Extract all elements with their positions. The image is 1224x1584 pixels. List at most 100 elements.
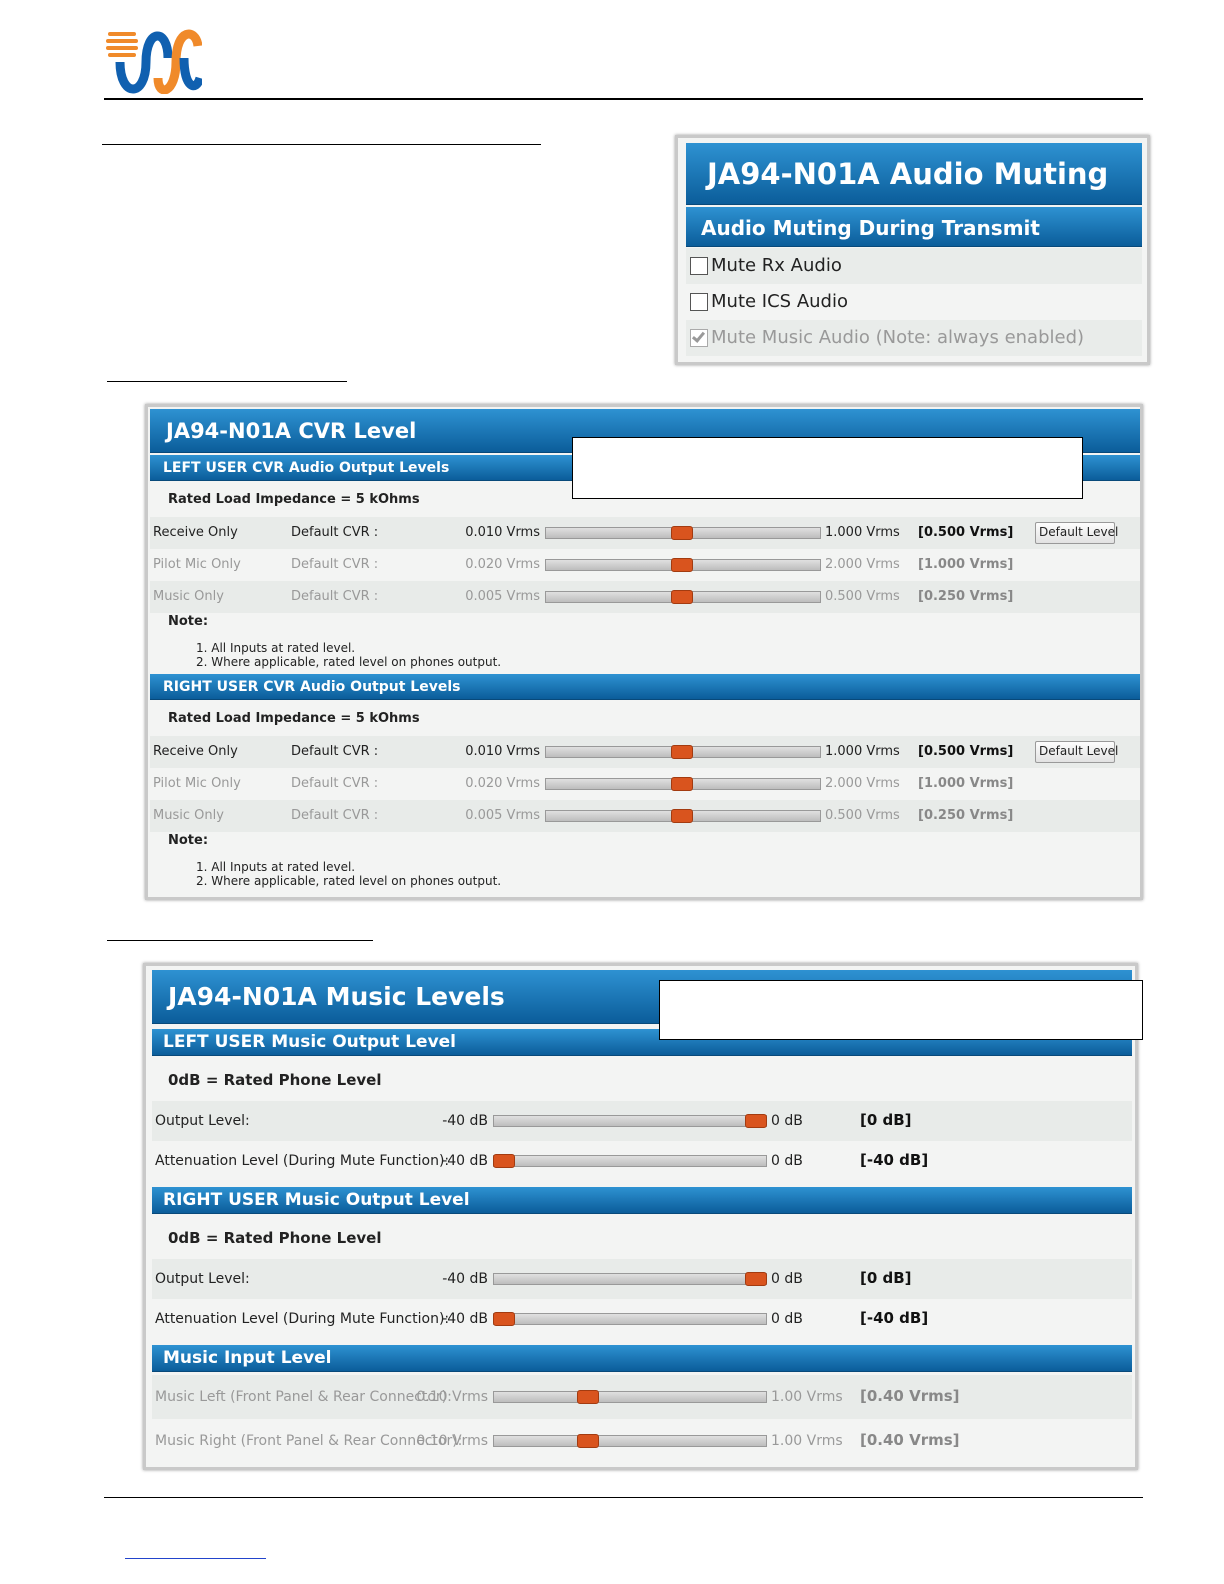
value-label: [0.500 Vrms] <box>918 743 1014 759</box>
value-label: [0.250 Vrms] <box>918 588 1014 604</box>
subtitle: 0dB = Rated Phone Level <box>168 1071 382 1090</box>
footer-rule <box>104 1497 1143 1498</box>
default-label: Default CVR : <box>291 775 379 791</box>
checkbox[interactable] <box>690 293 708 311</box>
max-label: 1.00 Vrms <box>771 1388 843 1405</box>
row-name: Attenuation Level (During Mute Function)… <box>155 1152 450 1169</box>
row-name: Music Right (Front Panel & Rear Connecto… <box>155 1432 463 1449</box>
default-label: Default CVR : <box>291 556 379 572</box>
slider-track <box>493 1273 767 1285</box>
min-label: 0.020 Vrms <box>465 556 540 572</box>
row-name: Receive Only <box>153 524 238 540</box>
panel-title: JA94-N01A Music Levels <box>168 981 505 1011</box>
option-row <box>686 320 1142 356</box>
slider-track <box>493 1313 767 1325</box>
slider-knob[interactable] <box>577 1390 599 1404</box>
default-label: Default CVR : <box>291 588 379 604</box>
max-label: 0 dB <box>771 1112 803 1129</box>
section-heading: RIGHT USER Music Output Level <box>163 1189 470 1210</box>
logo <box>106 29 202 94</box>
note-title: Note: <box>168 832 209 848</box>
value-label: [0 dB] <box>860 1269 912 1288</box>
slider-knob[interactable] <box>493 1312 515 1326</box>
section-heading: Music Input Level <box>163 1347 332 1368</box>
default-button[interactable] <box>1035 522 1115 544</box>
min-label: 0.005 Vrms <box>465 807 540 823</box>
slider-track <box>493 1391 767 1403</box>
slider-track <box>493 1435 767 1447</box>
row-name: Music Left (Front Panel & Rear Connector… <box>155 1388 452 1405</box>
note: 1. All Inputs at rated level. <box>196 641 356 656</box>
button-label[interactable]: Default Level <box>1039 525 1119 540</box>
slider-knob[interactable] <box>745 1272 767 1286</box>
slider-knob[interactable] <box>670 745 693 759</box>
panel-title: JA94-N01A CVR Level <box>166 419 417 444</box>
slider-knob[interactable] <box>745 1114 767 1128</box>
min-label: 0.10 Vrms <box>416 1388 488 1405</box>
max-label: 0.500 Vrms <box>825 588 900 604</box>
option-label: Mute ICS Audio <box>711 291 848 313</box>
min-label: -40 dB <box>442 1152 488 1169</box>
note: 1. All Inputs at rated level. <box>196 860 356 875</box>
section-bar <box>152 1029 1132 1056</box>
min-label: 0.005 Vrms <box>465 588 540 604</box>
max-label: 0 dB <box>771 1270 803 1287</box>
overlay-box <box>572 437 1083 499</box>
row-name: Pilot Mic Only <box>153 556 241 572</box>
slider-track <box>493 1155 767 1167</box>
section-bar <box>686 207 1142 247</box>
max-label: 2.000 Vrms <box>825 775 900 791</box>
note: 2. Where applicable, rated level on phon… <box>196 655 502 670</box>
min-label: 0.020 Vrms <box>465 775 540 791</box>
overlay-box <box>659 980 1143 1040</box>
default-button[interactable] <box>1035 741 1115 763</box>
slider-knob[interactable] <box>577 1434 599 1448</box>
slider-knob[interactable] <box>670 526 693 540</box>
value-label: [0 dB] <box>860 1111 912 1130</box>
option-row <box>686 248 1142 284</box>
note: 2. Where applicable, rated level on phon… <box>196 874 502 889</box>
min-label: -40 dB <box>442 1310 488 1327</box>
button-label[interactable]: Default Level <box>1039 744 1119 759</box>
slider-knob[interactable] <box>670 809 693 823</box>
value-label: [1.000 Vrms] <box>918 556 1014 572</box>
row-name: Output Level: <box>155 1112 250 1129</box>
slider-knob[interactable] <box>670 558 693 572</box>
max-label: 2.000 Vrms <box>825 556 900 572</box>
slider-track <box>493 1115 767 1127</box>
slider-knob[interactable] <box>670 777 693 791</box>
min-label: -40 dB <box>442 1270 488 1287</box>
checkbox[interactable] <box>690 257 708 275</box>
max-label: 0 dB <box>771 1152 803 1169</box>
heading-underline <box>107 940 373 941</box>
default-label: Default CVR : <box>291 524 379 540</box>
header-rule <box>104 98 1143 100</box>
value-label: [0.40 Vrms] <box>860 1431 960 1450</box>
min-label: 0.010 Vrms <box>465 524 540 540</box>
section-heading: LEFT USER CVR Audio Output Levels <box>163 459 450 476</box>
section-bar <box>152 1187 1132 1214</box>
max-label: 1.000 Vrms <box>825 524 900 540</box>
panel-title: JA94-N01A Audio Muting <box>707 157 1109 192</box>
value-label: [1.000 Vrms] <box>918 775 1014 791</box>
max-label: 0 dB <box>771 1310 803 1327</box>
checkbox <box>690 329 708 347</box>
value-label: [0.40 Vrms] <box>860 1387 960 1406</box>
note-title: Note: <box>168 613 209 629</box>
impedance: Rated Load Impedance = 5 kOhms <box>168 491 420 507</box>
row-name: Output Level: <box>155 1270 250 1287</box>
slider-knob[interactable] <box>493 1154 515 1168</box>
option-label: Mute Rx Audio <box>711 255 842 277</box>
max-label: 0.500 Vrms <box>825 807 900 823</box>
max-label: 1.000 Vrms <box>825 743 900 759</box>
min-label: 0.10 Vrms <box>416 1432 488 1449</box>
min-label: -40 dB <box>442 1112 488 1129</box>
slider-knob[interactable] <box>670 590 693 604</box>
section-heading: Audio Muting During Transmit <box>701 216 1040 240</box>
row-name: Attenuation Level (During Mute Function)… <box>155 1310 450 1327</box>
option-row <box>686 284 1142 320</box>
value-label: [0.250 Vrms] <box>918 807 1014 823</box>
row-name: Music Only <box>153 588 224 604</box>
value-label: [0.500 Vrms] <box>918 524 1014 540</box>
